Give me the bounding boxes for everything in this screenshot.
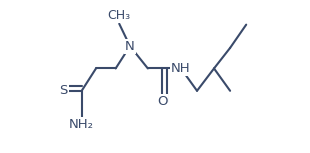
Text: O: O xyxy=(157,95,167,108)
Text: NH: NH xyxy=(171,62,191,75)
Text: CH₃: CH₃ xyxy=(107,9,130,22)
Text: S: S xyxy=(60,84,68,97)
Text: NH₂: NH₂ xyxy=(69,118,94,131)
Text: N: N xyxy=(125,40,135,53)
